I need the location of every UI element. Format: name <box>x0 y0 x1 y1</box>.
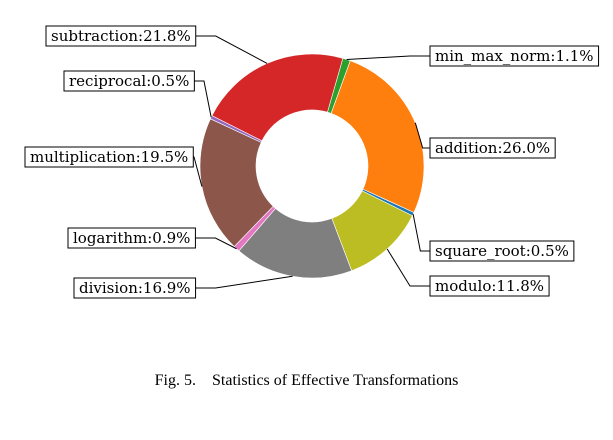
label-logarithm: logarithm:0.9% <box>67 227 196 249</box>
donut-slices <box>199 53 425 279</box>
leader-line <box>194 80 212 118</box>
leader-line <box>412 214 430 252</box>
slice-addition <box>330 60 425 213</box>
label-leader-lines <box>193 35 430 289</box>
leader-line <box>195 275 293 289</box>
label-square-root: square_root:0.5% <box>429 240 575 262</box>
leader-line <box>195 35 268 64</box>
slice-label-box <box>63 70 195 92</box>
leader-line <box>414 122 430 149</box>
label-reciprocal: reciprocal:0.5% <box>63 70 195 92</box>
label-division: division:16.9% <box>73 277 197 299</box>
slice-label-text: min_max_norm:1.1% <box>435 47 594 65</box>
leader-line <box>195 237 237 250</box>
slice-label-box <box>45 25 197 47</box>
slice-label-text: subtraction:21.8% <box>51 27 191 45</box>
slice-label-text: logarithm:0.9% <box>73 229 190 247</box>
figure-caption: Fig. 5. Statistics of Effective Transfor… <box>154 372 459 389</box>
slice-label-text: multiplication:19.5% <box>30 148 188 166</box>
leader-line <box>386 248 430 287</box>
slice-label-box <box>24 146 194 168</box>
slice-label-box <box>67 227 196 249</box>
slice-label-box <box>429 240 575 262</box>
slice-label-text: reciprocal:0.5% <box>69 72 189 90</box>
slice-label-box <box>429 45 600 67</box>
slice-label-box <box>429 275 550 297</box>
slice-labels: min_max_norm:1.1% addition:26.0% square_ro… <box>24 25 600 299</box>
label-addition: addition:26.0% <box>429 137 556 159</box>
label-subtraction: subtraction:21.8% <box>45 25 197 47</box>
slice-label-box <box>73 277 197 299</box>
label-modulo: modulo:11.8% <box>429 275 550 297</box>
slice-label-text: division:16.9% <box>79 279 191 297</box>
slice-label-text: modulo:11.8% <box>435 277 544 295</box>
leader-line <box>346 55 430 60</box>
label-multiplication: multiplication:19.5% <box>24 146 194 168</box>
slice-label-text: square_root:0.5% <box>435 242 569 260</box>
slice-label-box <box>429 137 556 159</box>
label-min-max-norm: min_max_norm:1.1% <box>429 45 600 67</box>
slice-label-text: addition:26.0% <box>435 139 550 157</box>
slice-subtraction <box>211 53 344 142</box>
